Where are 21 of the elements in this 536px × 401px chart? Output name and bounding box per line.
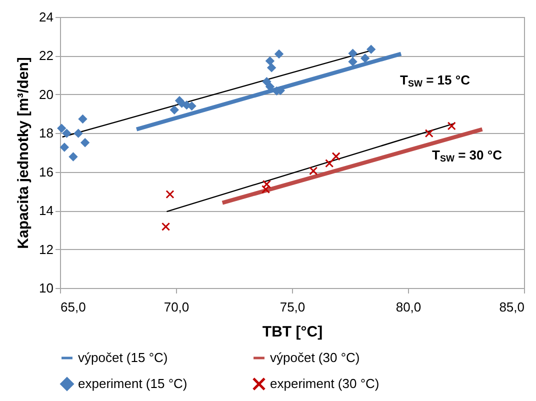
legend-label: experiment (15 °C) — [78, 376, 188, 391]
legend-label: výpočet (15 °C) — [78, 350, 168, 365]
x-tick-label: 65,0 — [60, 300, 86, 314]
y-tick-label: 10 — [39, 280, 54, 296]
y-tick-label: 24 — [39, 10, 54, 24]
y-tick-label: 12 — [39, 242, 54, 257]
y-tick-label: 22 — [39, 48, 54, 64]
x-tick-label: 70,0 — [164, 300, 190, 314]
y-axis-title: Kapacita jednotky [m³/den] — [15, 57, 32, 249]
x-tick-label: 75,0 — [280, 300, 306, 314]
x-tick-label: 85,0 — [499, 300, 524, 314]
x-tick-label: 80,0 — [396, 300, 422, 314]
annotation: T$_{SW}$ = 30 °C — [432, 148, 502, 164]
legend-label: výpočet (30 °C) — [270, 350, 360, 365]
annotation: T$_{SW}$ = 15 °C — [400, 74, 470, 88]
y-tick-label: 20 — [39, 86, 54, 102]
x-axis-title: TBT [°C] — [262, 324, 323, 340]
y-tick-label: 16 — [39, 164, 54, 180]
y-tick-label: 18 — [39, 126, 54, 141]
y-tick-label: 14 — [39, 203, 54, 218]
legend-label: experiment (30 °C) — [270, 376, 380, 391]
